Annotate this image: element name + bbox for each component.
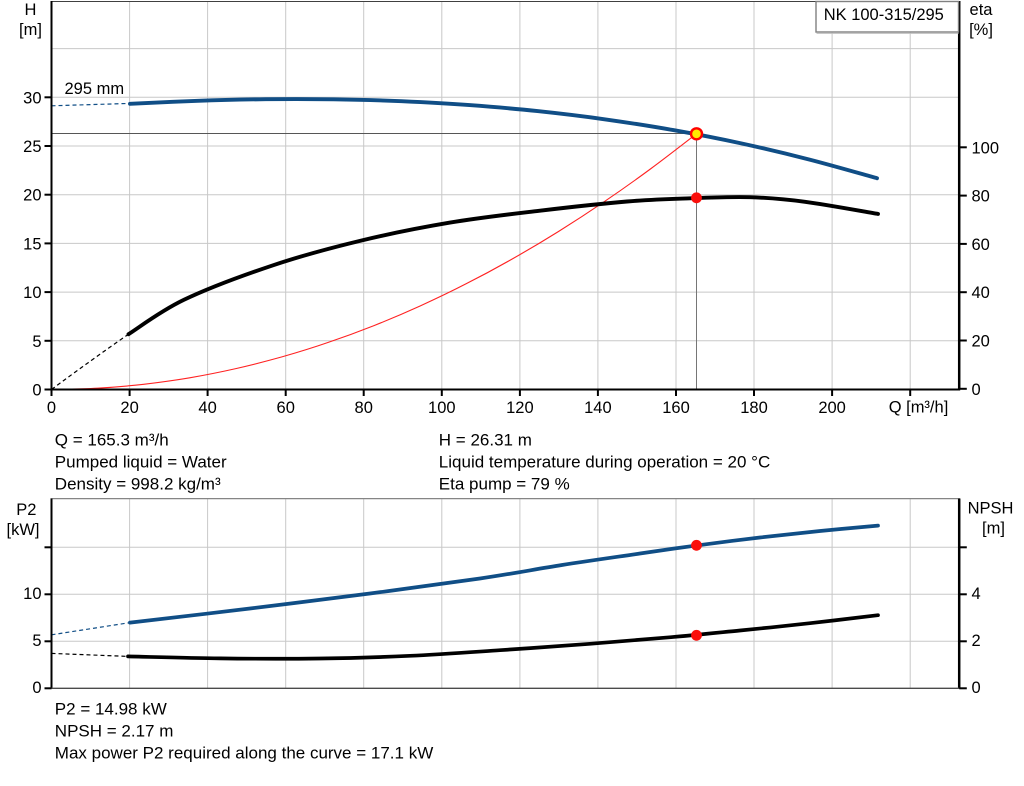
svg-text:10: 10 <box>23 284 41 302</box>
svg-text:2: 2 <box>972 632 981 650</box>
svg-text:[m]: [m] <box>19 21 42 39</box>
svg-text:H: H <box>25 1 37 19</box>
svg-text:0: 0 <box>32 382 41 400</box>
svg-text:Eta pump = 79 %: Eta pump = 79 % <box>439 474 570 493</box>
svg-text:160: 160 <box>662 399 690 417</box>
svg-text:10: 10 <box>23 585 41 603</box>
svg-text:80: 80 <box>972 188 990 206</box>
svg-text:120: 120 <box>506 399 534 417</box>
svg-text:80: 80 <box>355 399 373 417</box>
svg-text:NPSH = 2.17 m: NPSH = 2.17 m <box>55 721 174 740</box>
svg-text:295 mm: 295 mm <box>65 80 125 98</box>
svg-text:Pumped liquid = Water: Pumped liquid = Water <box>55 453 227 472</box>
svg-text:[m]: [m] <box>982 520 1005 538</box>
svg-text:Liquid temperature during oper: Liquid temperature during operation = 20… <box>439 453 770 472</box>
svg-text:P2: P2 <box>16 501 36 519</box>
svg-text:NK 100-315/295: NK 100-315/295 <box>824 6 944 24</box>
svg-text:25: 25 <box>23 138 41 156</box>
svg-text:180: 180 <box>740 399 768 417</box>
svg-text:NPSH: NPSH <box>968 499 1014 517</box>
svg-text:0: 0 <box>972 679 981 697</box>
svg-text:eta: eta <box>970 1 994 19</box>
svg-text:200: 200 <box>818 399 846 417</box>
svg-text:40: 40 <box>972 284 990 302</box>
svg-text:Q [m³/h]: Q [m³/h] <box>889 399 949 417</box>
svg-text:60: 60 <box>277 399 295 417</box>
svg-text:Q = 165.3 m³/h: Q = 165.3 m³/h <box>55 431 169 450</box>
svg-text:5: 5 <box>32 333 41 351</box>
svg-text:20: 20 <box>120 399 138 417</box>
svg-text:20: 20 <box>972 333 990 351</box>
svg-text:0: 0 <box>32 679 41 697</box>
svg-text:[kW]: [kW] <box>7 521 40 539</box>
svg-text:100: 100 <box>972 139 1000 157</box>
svg-text:30: 30 <box>23 89 41 107</box>
svg-text:40: 40 <box>198 399 216 417</box>
svg-text:Density = 998.2 kg/m³: Density = 998.2 kg/m³ <box>55 474 221 493</box>
svg-text:140: 140 <box>584 399 612 417</box>
svg-text:100: 100 <box>428 399 456 417</box>
svg-text:15: 15 <box>23 235 41 253</box>
svg-text:60: 60 <box>972 236 990 254</box>
svg-text:0: 0 <box>972 381 981 399</box>
svg-text:P2 = 14.98 kW: P2 = 14.98 kW <box>55 699 167 718</box>
svg-text:Max power P2 required along th: Max power P2 required along the curve = … <box>55 743 433 762</box>
svg-text:[%]: [%] <box>969 21 993 39</box>
svg-text:20: 20 <box>23 187 41 205</box>
svg-text:0: 0 <box>47 399 56 417</box>
svg-text:5: 5 <box>32 632 41 650</box>
svg-text:4: 4 <box>972 585 981 603</box>
svg-text:H = 26.31 m: H = 26.31 m <box>439 431 532 450</box>
